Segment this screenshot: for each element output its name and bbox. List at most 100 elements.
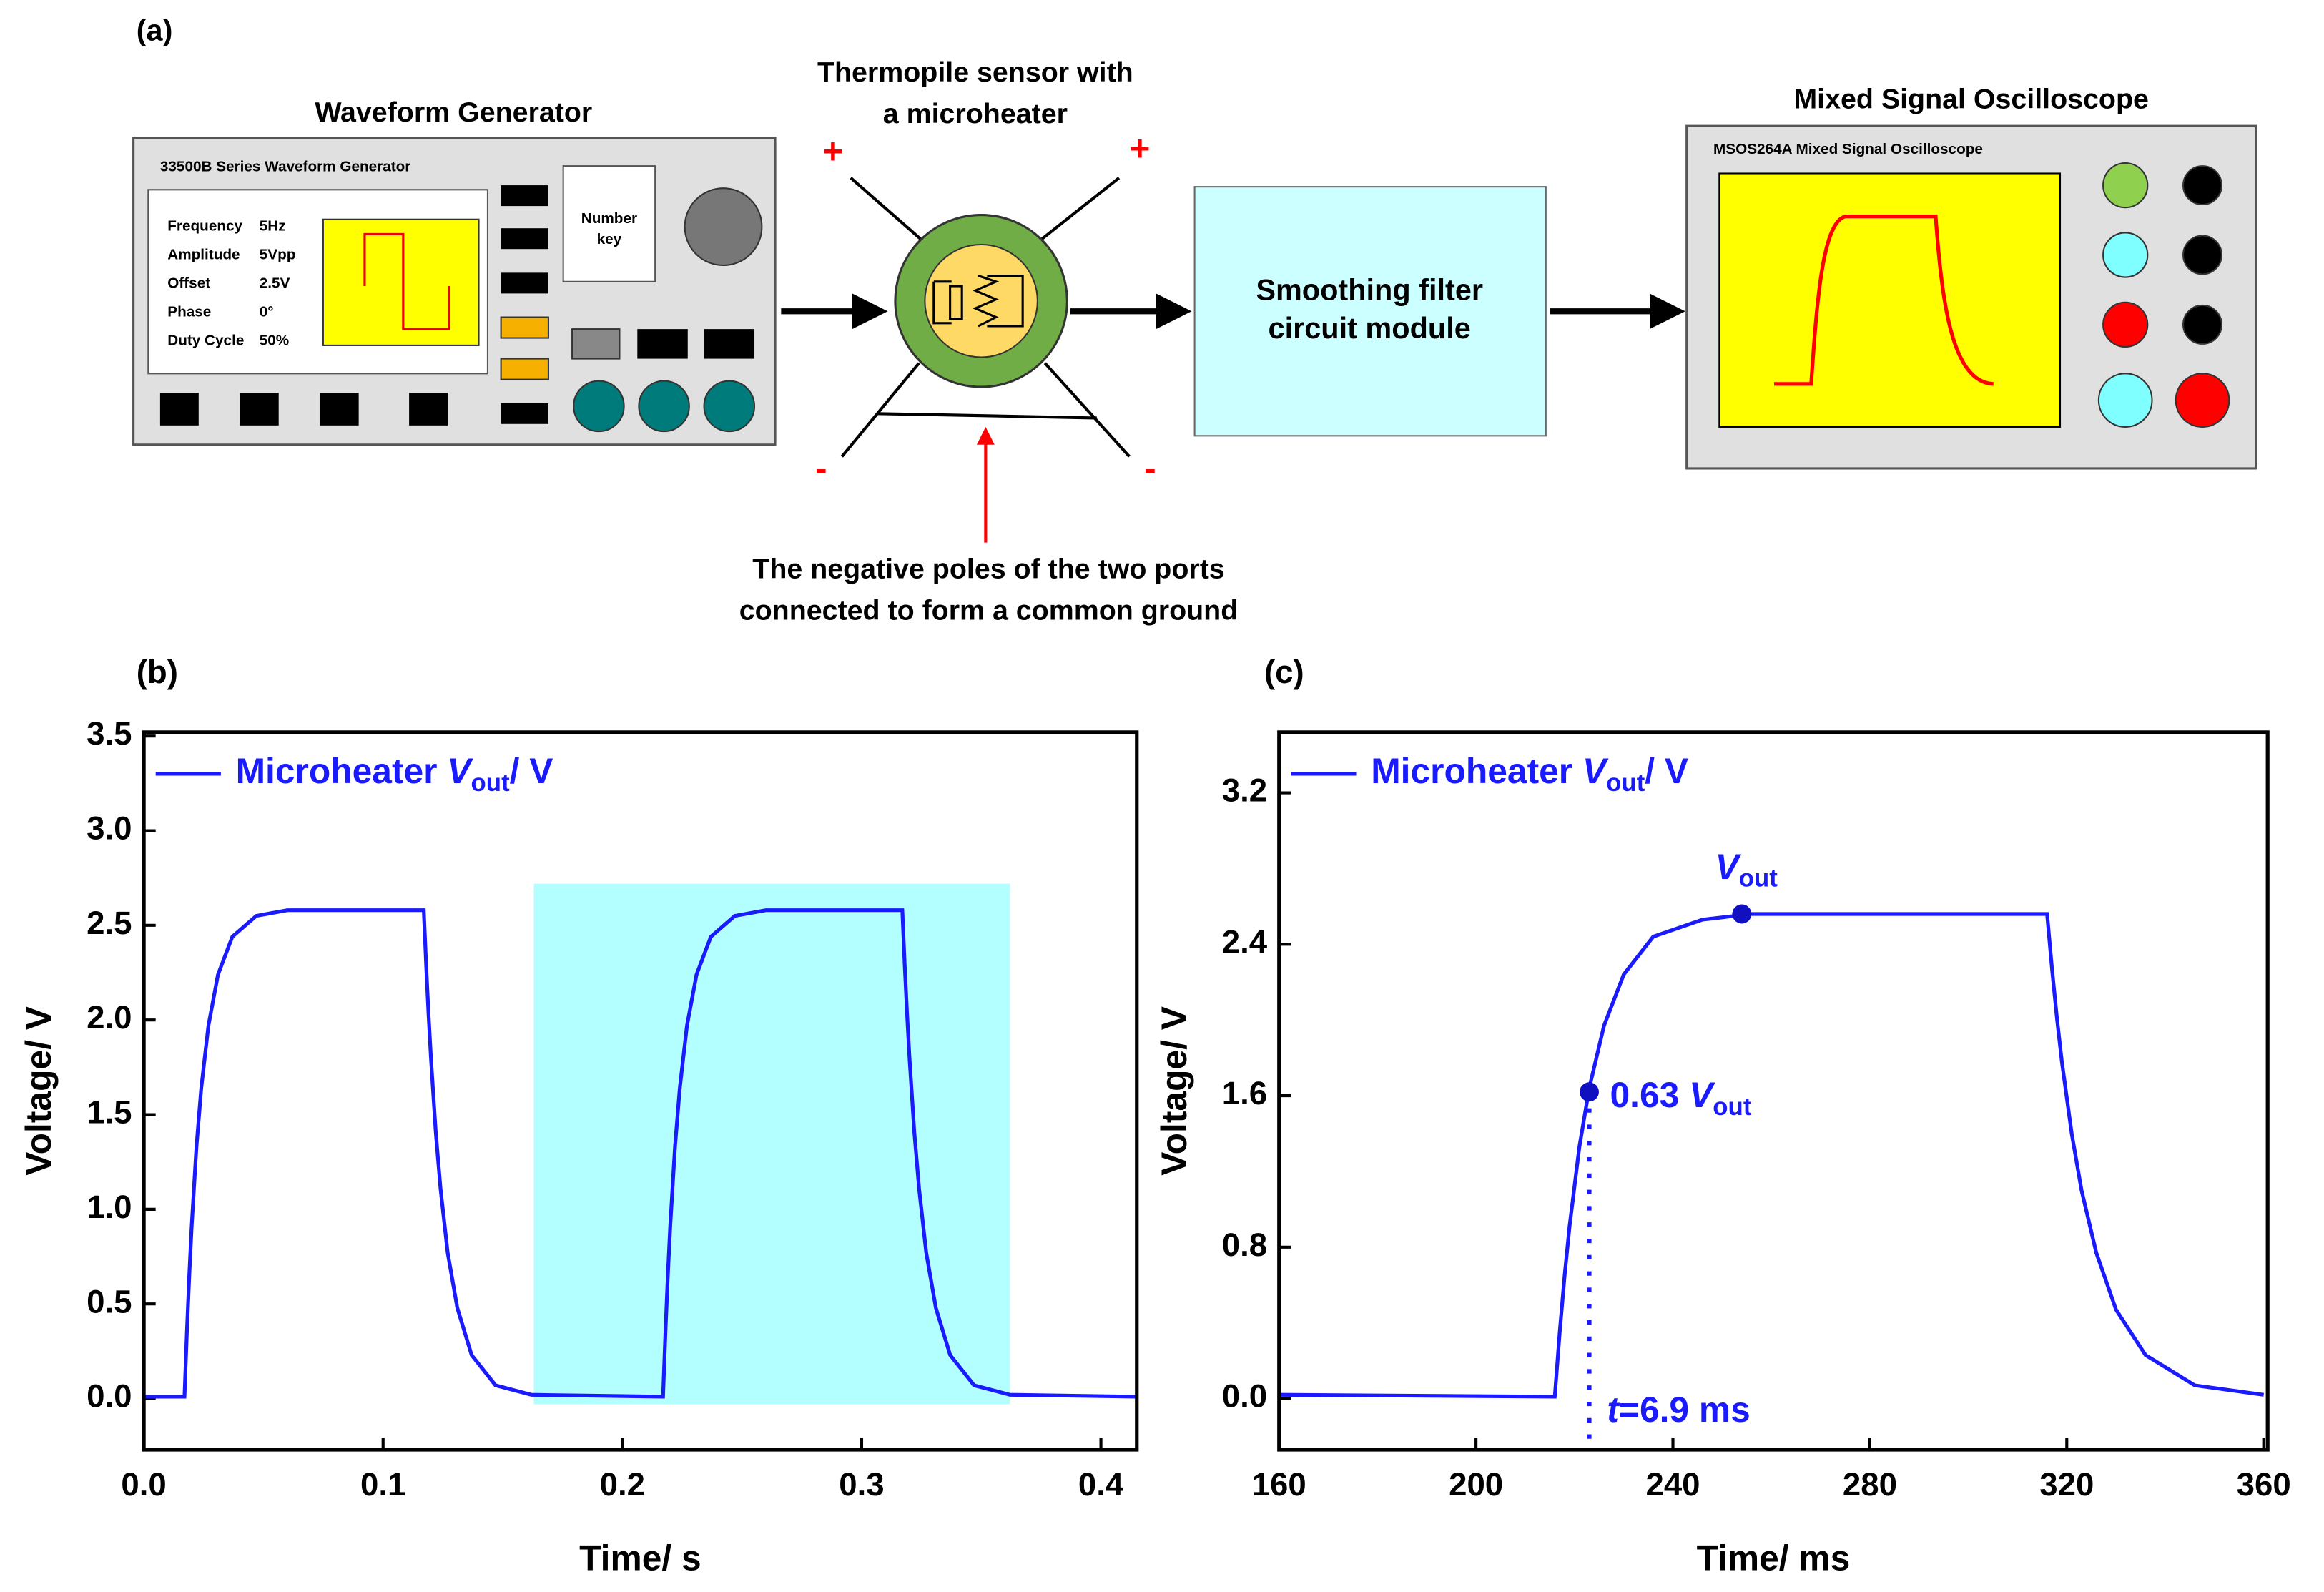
annotation-label-part: V bbox=[1689, 1075, 1715, 1115]
x-tick-label: 0.2 bbox=[600, 1466, 645, 1503]
annotation-label-part: V bbox=[1715, 847, 1742, 887]
param-value: 2.5V bbox=[260, 275, 290, 292]
y-tick-label: 3.2 bbox=[1222, 772, 1267, 809]
sensor-core bbox=[924, 243, 1038, 358]
key-label: Number bbox=[581, 210, 637, 227]
x-tick-label: 0.4 bbox=[1078, 1466, 1124, 1503]
note: The negative poles of the two ports bbox=[752, 553, 1224, 584]
y-tick-label: 0.0 bbox=[87, 1378, 132, 1415]
knob bbox=[684, 187, 763, 267]
scope-model: MSOS264A Mixed Signal Oscilloscope bbox=[1713, 141, 1983, 157]
y-tick-label: 1.6 bbox=[1222, 1075, 1267, 1111]
x-tick-label: 360 bbox=[2237, 1466, 2291, 1503]
y-tick-label: 2.5 bbox=[87, 905, 132, 941]
panel-label: (b) bbox=[137, 654, 178, 690]
button bbox=[500, 316, 549, 339]
annotation-label: 0.63 Vout bbox=[1610, 1075, 1751, 1121]
y-tick-label: 1.5 bbox=[87, 1094, 132, 1131]
filter-box bbox=[1193, 186, 1547, 437]
param-value: 5Hz bbox=[260, 218, 286, 235]
legend-label-part: Microheater bbox=[236, 751, 448, 791]
leads bbox=[840, 177, 1131, 458]
param-value: 0° bbox=[260, 304, 274, 320]
x-tick-label: 0.1 bbox=[360, 1466, 405, 1503]
annotation-point bbox=[1732, 904, 1752, 924]
filter-text: circuit module bbox=[1269, 311, 1471, 345]
knob bbox=[703, 380, 756, 433]
filter-text: Smoothing filter bbox=[1256, 272, 1483, 306]
param-name: Amplitude bbox=[167, 247, 240, 263]
diagram: (a) Waveform Generator 33500B Series Wav… bbox=[132, 14, 2257, 626]
y-tick-label: 2.4 bbox=[1222, 923, 1268, 960]
legend-label-part: out bbox=[1606, 769, 1645, 797]
param-name: Duty Cycle bbox=[167, 333, 244, 349]
annotation-label-part: 0.63 bbox=[1610, 1075, 1689, 1115]
x-tick-label: 160 bbox=[1252, 1466, 1306, 1503]
line bbox=[1279, 912, 2265, 1399]
param-name: Phase bbox=[167, 304, 211, 320]
plus: + bbox=[822, 132, 843, 172]
scope-title: Mixed Signal Oscilloscope bbox=[1793, 83, 2149, 114]
annotation-point bbox=[1579, 1082, 1599, 1102]
scope-buttons bbox=[2097, 162, 2230, 428]
y-tick-label: 3.5 bbox=[87, 715, 132, 752]
y-axis-label: Voltage/ V bbox=[19, 1006, 59, 1176]
legend-label-part: Microheater bbox=[1371, 751, 1582, 791]
generator-model: 33500B Series Waveform Generator bbox=[160, 159, 410, 175]
square-wave bbox=[363, 232, 450, 330]
key-label: key bbox=[597, 231, 622, 247]
param-value: 5Vpp bbox=[260, 247, 296, 263]
plus: + bbox=[1129, 129, 1150, 169]
knob bbox=[638, 380, 690, 433]
time-label-part: t bbox=[1607, 1390, 1620, 1430]
minus: - bbox=[815, 448, 827, 488]
time-label: t=6.9 ms bbox=[1607, 1390, 1750, 1430]
minus: - bbox=[1144, 448, 1156, 488]
legend-label-part: V bbox=[447, 751, 473, 791]
panel-label: (a) bbox=[137, 14, 173, 47]
pulse bbox=[1773, 215, 1994, 386]
x-tick-label: 0.3 bbox=[839, 1466, 884, 1503]
annotation-label: Vout bbox=[1715, 847, 1778, 893]
y-tick-label: 1.0 bbox=[87, 1189, 132, 1225]
panel-label: (c) bbox=[1264, 654, 1304, 690]
heater bbox=[932, 274, 1024, 328]
param-name: Frequency bbox=[167, 218, 242, 235]
y-tick-label: 3.0 bbox=[87, 810, 132, 847]
wave-screen bbox=[322, 218, 480, 346]
x-tick-label: 0.0 bbox=[121, 1466, 166, 1503]
sensor-title: a microheater bbox=[883, 98, 1068, 129]
y-tick-label: 0.0 bbox=[1222, 1378, 1267, 1415]
line bbox=[144, 908, 1137, 1399]
x-tick-label: 280 bbox=[1843, 1466, 1897, 1503]
annotation-label-part: out bbox=[1739, 865, 1778, 893]
plot-frame bbox=[142, 730, 1139, 1452]
param-name: Offset bbox=[167, 275, 210, 292]
x-axis-label: Time/ s bbox=[579, 1538, 701, 1578]
scope-screen bbox=[1718, 172, 2062, 428]
param-value: 50% bbox=[260, 333, 289, 349]
y-axis-label: Voltage/ V bbox=[1154, 1006, 1194, 1176]
legend-label-part: V bbox=[1582, 751, 1609, 791]
note: connected to form a common ground bbox=[739, 594, 1239, 626]
generator-title: Waveform Generator bbox=[315, 97, 592, 128]
legend-label-part: out bbox=[471, 769, 511, 797]
params: Frequency 5Hz Amplitude 5Vpp Offset 2.5V Phase… bbox=[167, 218, 295, 349]
x-tick-label: 320 bbox=[2039, 1466, 2094, 1503]
legend-label: Microheater Vout/ V bbox=[1371, 751, 1688, 797]
buttons bbox=[159, 185, 755, 426]
x-axis-label: Time/ ms bbox=[1697, 1538, 1851, 1578]
button bbox=[500, 358, 549, 380]
legend-label: Microheater Vout/ V bbox=[236, 751, 553, 797]
annotation-label-part: out bbox=[1713, 1093, 1752, 1121]
knob bbox=[573, 380, 625, 433]
button bbox=[571, 328, 621, 360]
y-tick-label: 0.8 bbox=[1222, 1227, 1267, 1263]
legend-label-part: / V bbox=[1645, 751, 1688, 791]
number-key bbox=[562, 165, 656, 282]
x-tick-label: 240 bbox=[1645, 1466, 1700, 1503]
time-label-part: =6.9 ms bbox=[1619, 1390, 1751, 1430]
y-tick-label: 2.0 bbox=[87, 999, 132, 1036]
